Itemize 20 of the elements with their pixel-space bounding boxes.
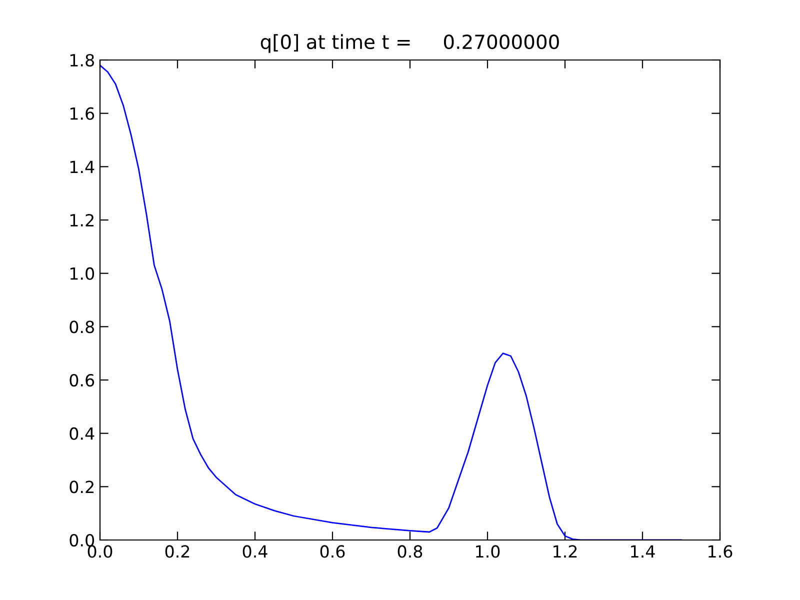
y-tick-label: 1.0 xyxy=(70,267,94,280)
chart-title: q[0] at time t = 0.27000000 xyxy=(260,34,559,53)
x-tick-label: 0.6 xyxy=(320,545,345,558)
y-tick-label: 1.2 xyxy=(70,214,94,226)
y-tick-label: 1.6 xyxy=(70,107,94,120)
x-tick-label: 0.0 xyxy=(88,545,112,558)
y-tick-label: 0.8 xyxy=(70,320,94,334)
x-tick-label: 1.6 xyxy=(708,545,732,558)
y-tick-label: 0.6 xyxy=(70,374,94,387)
y-tick-label: 0.4 xyxy=(70,427,94,440)
x-tick-label: 1.0 xyxy=(476,545,500,558)
y-tick-label: 1.4 xyxy=(70,160,94,173)
y-tick-label: 0.0 xyxy=(70,534,94,547)
y-tick-label: 1.8 xyxy=(70,54,94,67)
y-tick-label: 0.2 xyxy=(70,480,94,494)
x-tick-label: 1.4 xyxy=(631,545,655,558)
x-tick-label: 0.2 xyxy=(165,545,190,558)
x-tick-label: 1.2 xyxy=(554,545,577,558)
x-tick-label: 0.8 xyxy=(398,545,422,558)
x-tick-label: 0.4 xyxy=(242,545,268,558)
